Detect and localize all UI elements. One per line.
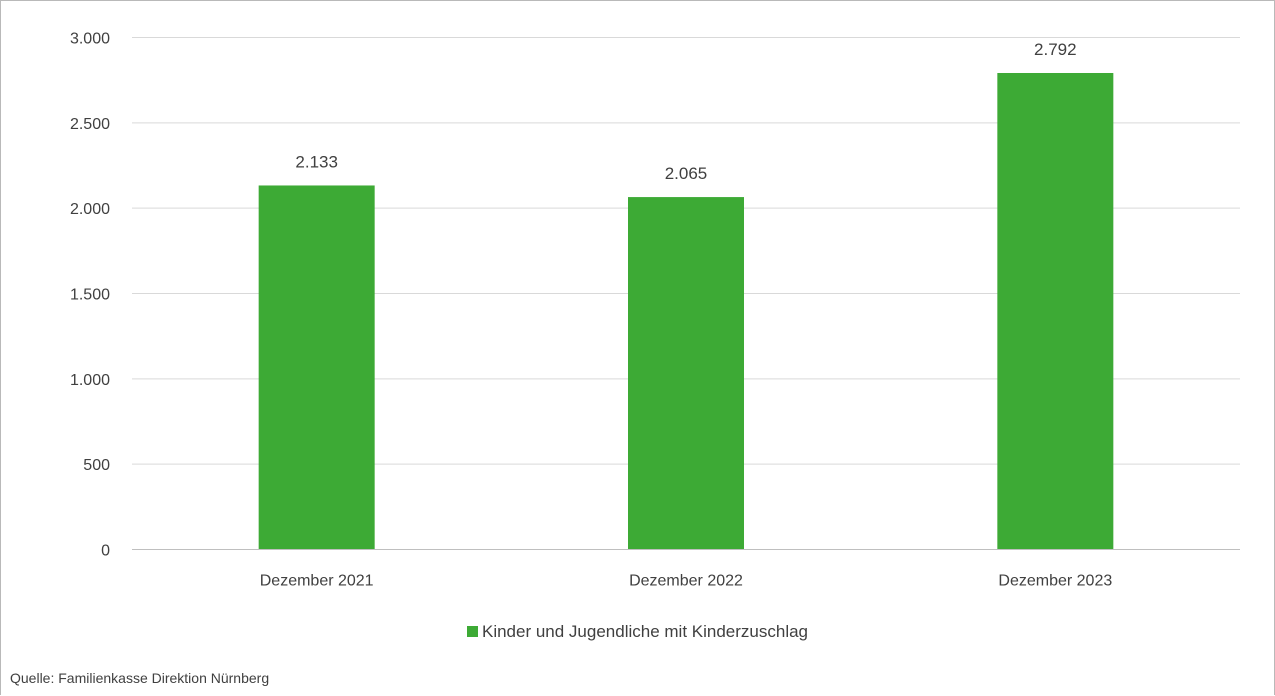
y-tick-label: 0 <box>101 543 110 560</box>
x-axis-tick-labels: Dezember 2021 Dezember 2022 Dezember 2023 <box>260 573 1113 590</box>
x-tick-label: Dezember 2022 <box>629 573 743 590</box>
data-label: 2.133 <box>295 152 338 171</box>
data-label: 2.792 <box>1034 40 1077 59</box>
y-tick-label: 500 <box>83 457 110 474</box>
x-tick-label: Dezember 2021 <box>260 573 374 590</box>
legend-label: Kinder und Jugendliche mit Kinderzuschla… <box>481 622 809 641</box>
y-tick-label: 3.000 <box>70 31 110 48</box>
data-label: 2.065 <box>665 164 708 183</box>
y-tick-label: 2.500 <box>70 116 110 133</box>
legend: Kinder und Jugendliche mit Kinderzuschla… <box>0 622 1275 642</box>
bars <box>258 72 1114 550</box>
bar <box>258 185 375 550</box>
y-tick-label: 1.500 <box>70 287 110 304</box>
y-tick-label: 2.000 <box>70 201 110 218</box>
bar <box>628 197 744 550</box>
source-note: Quelle: Familienkasse Direktion Nürnberg <box>10 670 270 686</box>
x-tick-label: Dezember 2023 <box>998 573 1112 590</box>
y-tick-label: 1.000 <box>70 372 110 389</box>
legend-swatch <box>466 626 478 637</box>
y-axis-tick-labels: 0 500 1.000 1.500 2.000 2.500 3.000 <box>70 31 110 560</box>
bar <box>997 72 1114 550</box>
data-labels: 2.133 2.065 2.792 <box>295 40 1076 183</box>
